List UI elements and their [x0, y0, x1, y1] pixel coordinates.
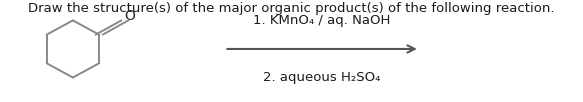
Text: O: O [124, 9, 135, 23]
Text: Draw the structure(s) of the major organic product(s) of the following reaction.: Draw the structure(s) of the major organ… [28, 2, 555, 15]
Text: 2. aqueous H₂SO₄: 2. aqueous H₂SO₄ [264, 71, 381, 84]
Text: 1. KMnO₄ / aq. NaOH: 1. KMnO₄ / aq. NaOH [254, 14, 391, 27]
